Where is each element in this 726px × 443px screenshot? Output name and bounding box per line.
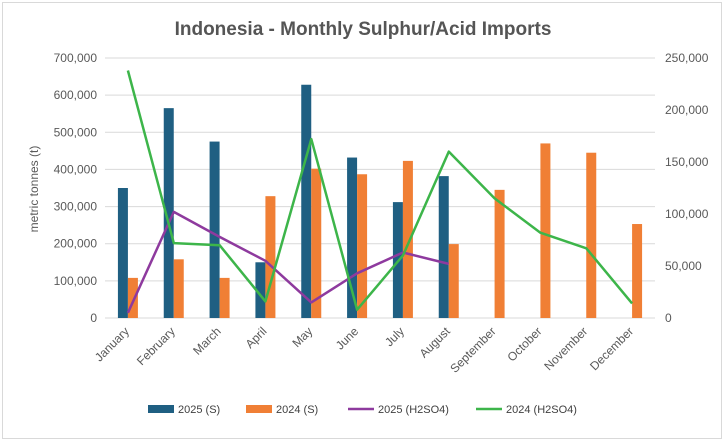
legend: 2025 (S) 2024 (S) 2025 (H2SO4) 2024 (H2SO4) bbox=[148, 404, 577, 416]
bar bbox=[301, 84, 312, 318]
bar bbox=[632, 224, 643, 318]
y-tick-label: 100,000 bbox=[54, 274, 98, 288]
y2-tick-label: 0 bbox=[665, 311, 672, 325]
series-line bbox=[126, 70, 634, 311]
x-tick-label: October bbox=[504, 324, 544, 364]
legend-label: 2024 (S) bbox=[276, 404, 318, 416]
series-line bbox=[126, 210, 450, 314]
bar bbox=[494, 189, 505, 318]
legend-swatch bbox=[148, 405, 174, 413]
x-tick-label: September bbox=[447, 324, 498, 375]
y-tick-label: 0 bbox=[90, 311, 97, 325]
bar bbox=[163, 108, 174, 319]
x-tick-label: November bbox=[541, 324, 590, 373]
bar bbox=[311, 168, 322, 318]
y-tick-label: 300,000 bbox=[54, 200, 98, 214]
bar bbox=[438, 176, 449, 318]
legend-swatch bbox=[246, 405, 272, 413]
bar bbox=[347, 157, 358, 318]
y-tick-label: 700,000 bbox=[54, 51, 98, 65]
bar bbox=[540, 143, 551, 318]
chart-title: Indonesia - Monthly Sulphur/Acid Imports bbox=[175, 19, 552, 40]
y2-tick-label: 200,000 bbox=[665, 103, 709, 117]
x-tick-label: June bbox=[333, 324, 362, 353]
y-tick-label: 500,000 bbox=[54, 125, 98, 139]
bar bbox=[127, 277, 138, 318]
bar bbox=[117, 188, 128, 318]
x-tick-label: December bbox=[587, 324, 636, 373]
legend-label: 2025 (S) bbox=[178, 404, 220, 416]
x-tick-label: January bbox=[92, 324, 132, 364]
axis-ticks: 0 100,000 200,000 300,000 400,000 500,000 600,… bbox=[54, 51, 709, 376]
bar-series bbox=[117, 84, 643, 319]
y-axis-label: metric tonnes (t) bbox=[27, 146, 41, 233]
y2-tick-label: 100,000 bbox=[665, 207, 709, 221]
x-tick-label: May bbox=[289, 324, 315, 350]
y-tick-label: 600,000 bbox=[54, 88, 98, 102]
y-tick-label: 200,000 bbox=[54, 237, 98, 251]
x-tick-label: February bbox=[134, 324, 178, 368]
x-tick-label: April bbox=[243, 324, 270, 351]
y2-tick-label: 50,000 bbox=[665, 259, 702, 273]
legend-label: 2024 (H2SO4) bbox=[506, 404, 577, 416]
chart-frame bbox=[2, 2, 722, 439]
bar bbox=[402, 160, 413, 318]
bar bbox=[357, 174, 368, 318]
bar bbox=[219, 277, 230, 318]
x-tick-label: August bbox=[417, 324, 454, 361]
bar bbox=[209, 141, 220, 318]
bar bbox=[448, 244, 459, 318]
bar bbox=[265, 196, 276, 318]
x-tick-label: July bbox=[382, 324, 407, 349]
bar bbox=[173, 259, 184, 318]
y-tick-label: 400,000 bbox=[54, 162, 98, 176]
bar bbox=[586, 152, 597, 318]
bar bbox=[255, 262, 266, 318]
y2-tick-label: 250,000 bbox=[665, 51, 709, 65]
gridlines bbox=[105, 57, 655, 319]
x-tick-label: March bbox=[190, 324, 223, 357]
legend-label: 2025 (H2SO4) bbox=[378, 404, 449, 416]
line-series bbox=[126, 70, 634, 314]
y2-tick-label: 150,000 bbox=[665, 155, 709, 169]
